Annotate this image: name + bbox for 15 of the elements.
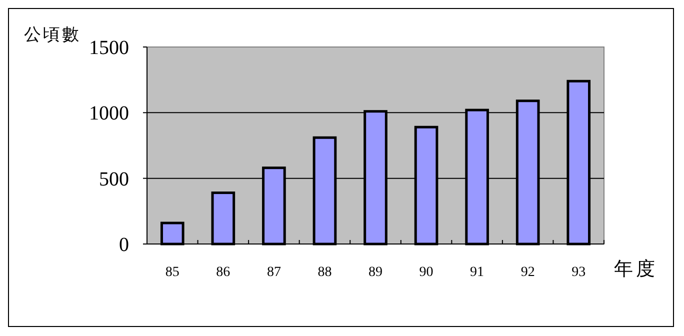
- x-tick-label: 86: [216, 265, 230, 280]
- y-axis-title: 公頃數: [24, 25, 81, 44]
- y-tick-label: 0: [119, 234, 129, 256]
- y-tick-label: 1500: [89, 37, 129, 59]
- y-tick-label: 500: [99, 168, 129, 190]
- x-tick-label: 91: [470, 265, 484, 280]
- x-tick-label: 92: [520, 265, 535, 280]
- x-tick-label: 90: [419, 265, 434, 280]
- x-axis-title: 年度: [614, 258, 658, 280]
- x-tick-label: 85: [165, 265, 180, 280]
- x-tick-label: 87: [266, 265, 281, 280]
- x-tick-label: 89: [368, 265, 382, 280]
- y-tick-label: 1000: [89, 102, 129, 125]
- x-tick-label: 93: [572, 265, 586, 280]
- x-tick-label: 88: [318, 265, 332, 280]
